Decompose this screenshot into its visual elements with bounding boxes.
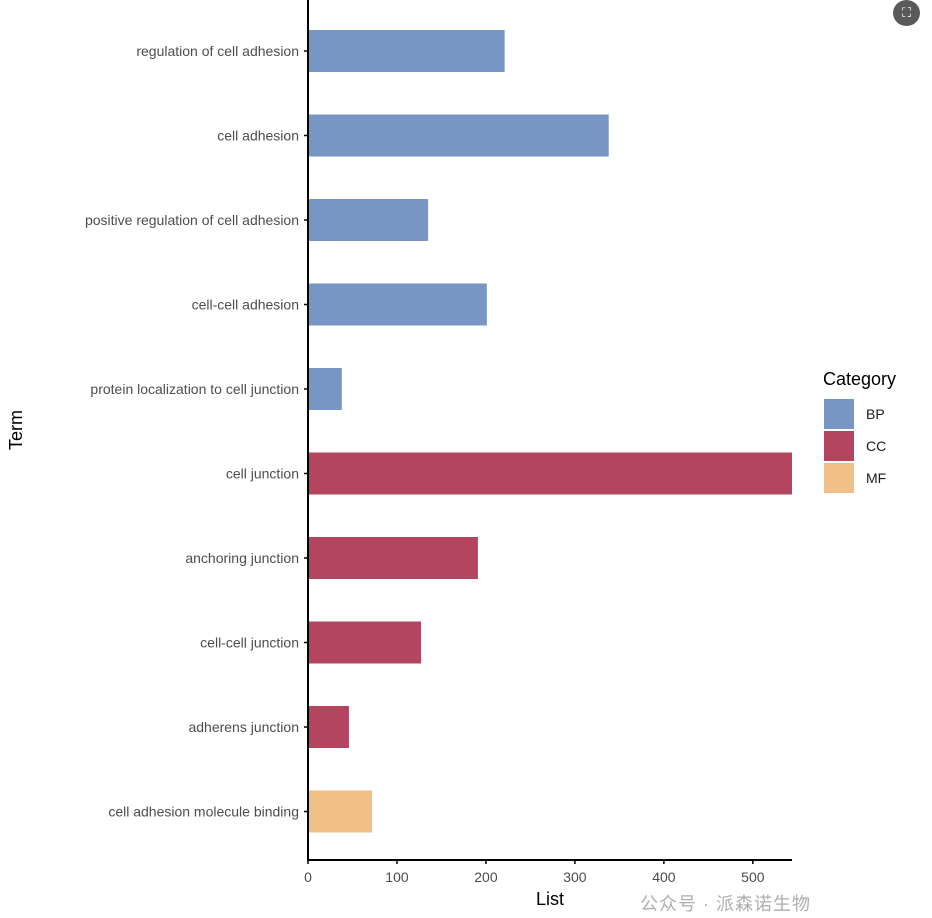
x-tick-label: 300 xyxy=(563,869,587,885)
legend-title: Category xyxy=(823,369,896,389)
watermark: 公众号 · 派森诺生物 xyxy=(640,894,811,914)
bar-9 xyxy=(308,790,373,833)
bar-0 xyxy=(308,30,505,72)
bar-6 xyxy=(308,537,478,579)
y-tick-label: positive regulation of cell adhesion xyxy=(85,212,299,228)
x-tick-label: 200 xyxy=(474,869,498,885)
y-tick-label: cell junction xyxy=(226,466,299,482)
bar-1 xyxy=(308,114,609,157)
bar-4 xyxy=(308,368,342,410)
y-tick-label: cell adhesion molecule binding xyxy=(108,804,299,820)
x-tick-label: 400 xyxy=(652,869,676,885)
bar-3 xyxy=(308,283,487,326)
bar-5 xyxy=(308,452,792,495)
x-tick-label: 500 xyxy=(741,869,765,885)
y-tick-label: cell-cell adhesion xyxy=(192,297,299,313)
y-axis-title: Term xyxy=(6,410,26,450)
x-tick-label: 0 xyxy=(304,869,312,885)
y-tick-label: anchoring junction xyxy=(185,550,299,566)
legend-swatch-BP xyxy=(824,399,854,429)
legend-label: BP xyxy=(866,406,885,422)
expand-icon: ⛶ xyxy=(901,5,912,20)
legend-label: CC xyxy=(866,438,886,454)
y-tick-label: protein localization to cell junction xyxy=(90,381,299,397)
expand-button[interactable]: ⛶ xyxy=(893,0,920,26)
y-tick-label: adherens junction xyxy=(188,719,299,735)
legend-swatch-MF xyxy=(824,463,854,493)
bar-7 xyxy=(308,621,421,664)
legend-label: MF xyxy=(866,470,886,486)
bar-2 xyxy=(308,199,429,241)
x-axis-title: List xyxy=(536,889,564,909)
y-tick-label: cell-cell junction xyxy=(200,635,299,651)
legend-swatch-CC xyxy=(824,431,854,461)
y-tick-label: regulation of cell adhesion xyxy=(136,43,299,59)
bar-8 xyxy=(308,706,349,748)
x-tick-label: 100 xyxy=(385,869,409,885)
y-tick-label: cell adhesion xyxy=(217,128,299,144)
